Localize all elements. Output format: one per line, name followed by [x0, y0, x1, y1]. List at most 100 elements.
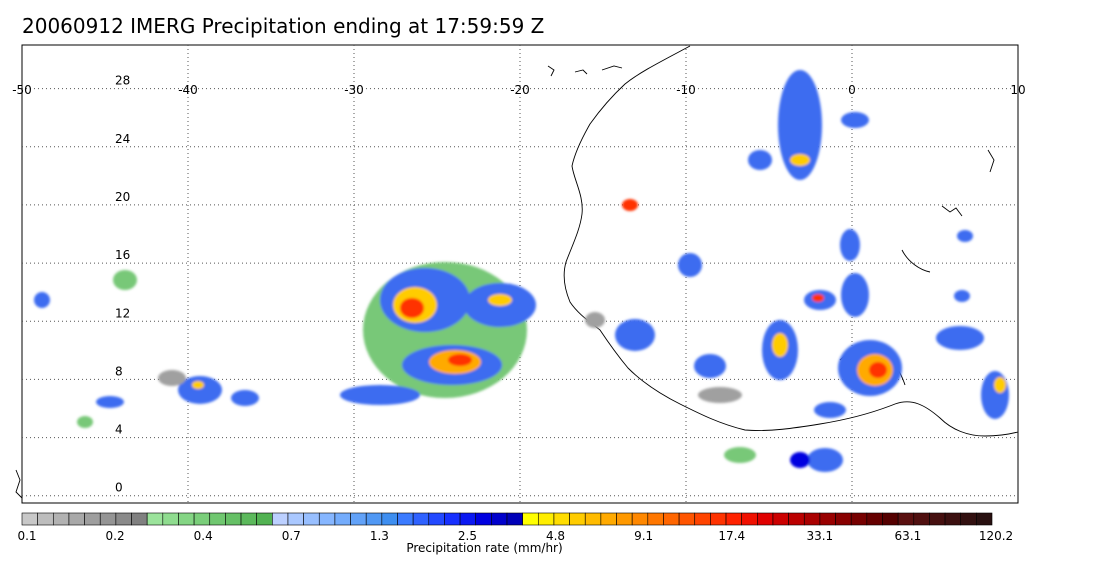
rain-area: [448, 354, 472, 366]
colorbar-swatch: [522, 512, 539, 526]
lat-tick-label: 24: [115, 132, 130, 146]
rain-area: [957, 230, 973, 242]
colorbar-swatch: [913, 512, 930, 526]
colorbar-swatch: [287, 512, 304, 526]
rain-area: [724, 447, 756, 463]
colorbar-tick-label: 2.5: [458, 529, 477, 543]
colorbar-swatch: [84, 512, 101, 526]
coast-detail-3: [601, 65, 623, 71]
colorbar-swatch: [788, 512, 805, 526]
colorbar-swatch: [678, 512, 696, 526]
lat-tick-label: 20: [115, 190, 130, 204]
coast-detail-2: [574, 69, 588, 75]
colorbar-swatch: [52, 512, 70, 526]
colorbar-swatch: [663, 512, 680, 526]
colorbar-swatch: [412, 512, 430, 526]
colorbar-swatch: [850, 512, 868, 526]
colorbar-swatch: [569, 512, 586, 526]
colorbar-tick-label: 120.2: [979, 529, 1013, 543]
colorbar-swatch: [272, 512, 289, 526]
rain-area: [840, 229, 860, 261]
rain-area: [812, 294, 824, 302]
rain-area: [113, 270, 137, 290]
colorbar-swatch: [960, 512, 977, 526]
colorbar-swatch: [584, 512, 602, 526]
colorbar-swatch: [397, 512, 414, 526]
rain-area: [814, 402, 846, 418]
rain-area: [678, 253, 702, 277]
rain-area: [96, 396, 124, 408]
coast-detail-6: [901, 249, 931, 273]
rain-area: [488, 294, 512, 306]
colorbar-swatch: [162, 512, 179, 526]
rain-area: [772, 333, 788, 357]
lon-tick-label: -30: [344, 83, 364, 97]
colorbar-swatch: [647, 512, 664, 526]
colorbar-tick-label: 63.1: [895, 529, 922, 543]
rain-area: [954, 290, 970, 302]
colorbar-swatch: [866, 512, 883, 526]
colorbar-swatch: [757, 512, 774, 526]
lon-tick-label: -40: [178, 83, 198, 97]
coast-detail-5: [987, 149, 995, 173]
lat-tick-label: 0: [115, 481, 123, 495]
colorbar-tick-label: 9.1: [634, 529, 653, 543]
colorbar-swatch: [537, 512, 555, 526]
colorbar-tick-label: 17.4: [718, 529, 745, 543]
precipitation-field: [34, 70, 1009, 472]
colorbar-swatch: [225, 512, 242, 526]
colorbar-swatch: [976, 512, 993, 526]
colorbar-tick-labels: 0.1 0.2 0.4 0.7 1.3 2.5 4.8 9.1 17.4 33.1 63.1 120.…: [17, 529, 1013, 543]
lon-tick-label: -10: [676, 83, 696, 97]
colorbar-swatch: [694, 512, 711, 526]
axis-tick-labels: -50 -40 -30 -20 -10 0 10 0 4 8 12 16 20 24 28: [12, 74, 1025, 495]
colorbar-swatch: [68, 512, 85, 526]
colorbar-swatch: [303, 512, 320, 526]
colorbar-swatch: [710, 512, 727, 526]
colorbar-tick-label: 0.2: [106, 529, 125, 543]
colorbar-swatch: [178, 512, 195, 526]
rain-area: [231, 390, 259, 406]
colorbar-swatch: [444, 512, 461, 526]
colorbar-swatch: [882, 512, 899, 526]
lat-tick-label: 12: [115, 306, 130, 320]
rain-area: [340, 385, 420, 405]
colorbar-swatch: [506, 512, 523, 526]
rain-area: [615, 319, 655, 351]
colorbar-swatch: [819, 512, 836, 526]
rain-area: [622, 199, 638, 211]
colorbar-swatch: [381, 512, 398, 526]
colorbar-swatch: [240, 512, 257, 526]
colorbar-tick-label: 33.1: [806, 529, 833, 543]
colorbar-swatch: [803, 512, 821, 526]
colorbar-swatch: [616, 512, 633, 526]
colorbar-tick-label: 1.3: [370, 529, 389, 543]
colorbar-swatch: [491, 512, 508, 526]
colorbar-swatch: [475, 512, 492, 526]
rain-area: [178, 376, 222, 404]
colorbar-swatch: [897, 512, 915, 526]
rain-area: [77, 416, 93, 428]
colorbar-label-wrap: Precipitation rate (mm/hr): [0, 541, 1101, 555]
colorbar-swatch: [600, 512, 617, 526]
colorbar-swatch: [428, 512, 445, 526]
colorbar-tick-label: 0.7: [282, 529, 301, 543]
rain-area: [936, 326, 984, 350]
colorbar-swatch: [193, 512, 211, 526]
colorbar-swatch: [835, 512, 852, 526]
rain-area: [158, 370, 186, 386]
colorbar-label: Precipitation rate (mm/hr): [406, 541, 563, 555]
rain-area: [400, 298, 424, 318]
colorbar-swatch: [37, 512, 54, 526]
lat-tick-label: 8: [115, 364, 123, 378]
colorbar-swatch: [350, 512, 367, 526]
colorbar-swatch: [21, 512, 38, 526]
colorbar-swatch: [725, 512, 742, 526]
colorbar-swatch: [741, 512, 758, 526]
rain-area: [698, 387, 742, 403]
africa-coastline: [563, 45, 1019, 437]
colorbar-tick-label: 0.1: [17, 529, 36, 543]
rain-area: [585, 312, 605, 328]
